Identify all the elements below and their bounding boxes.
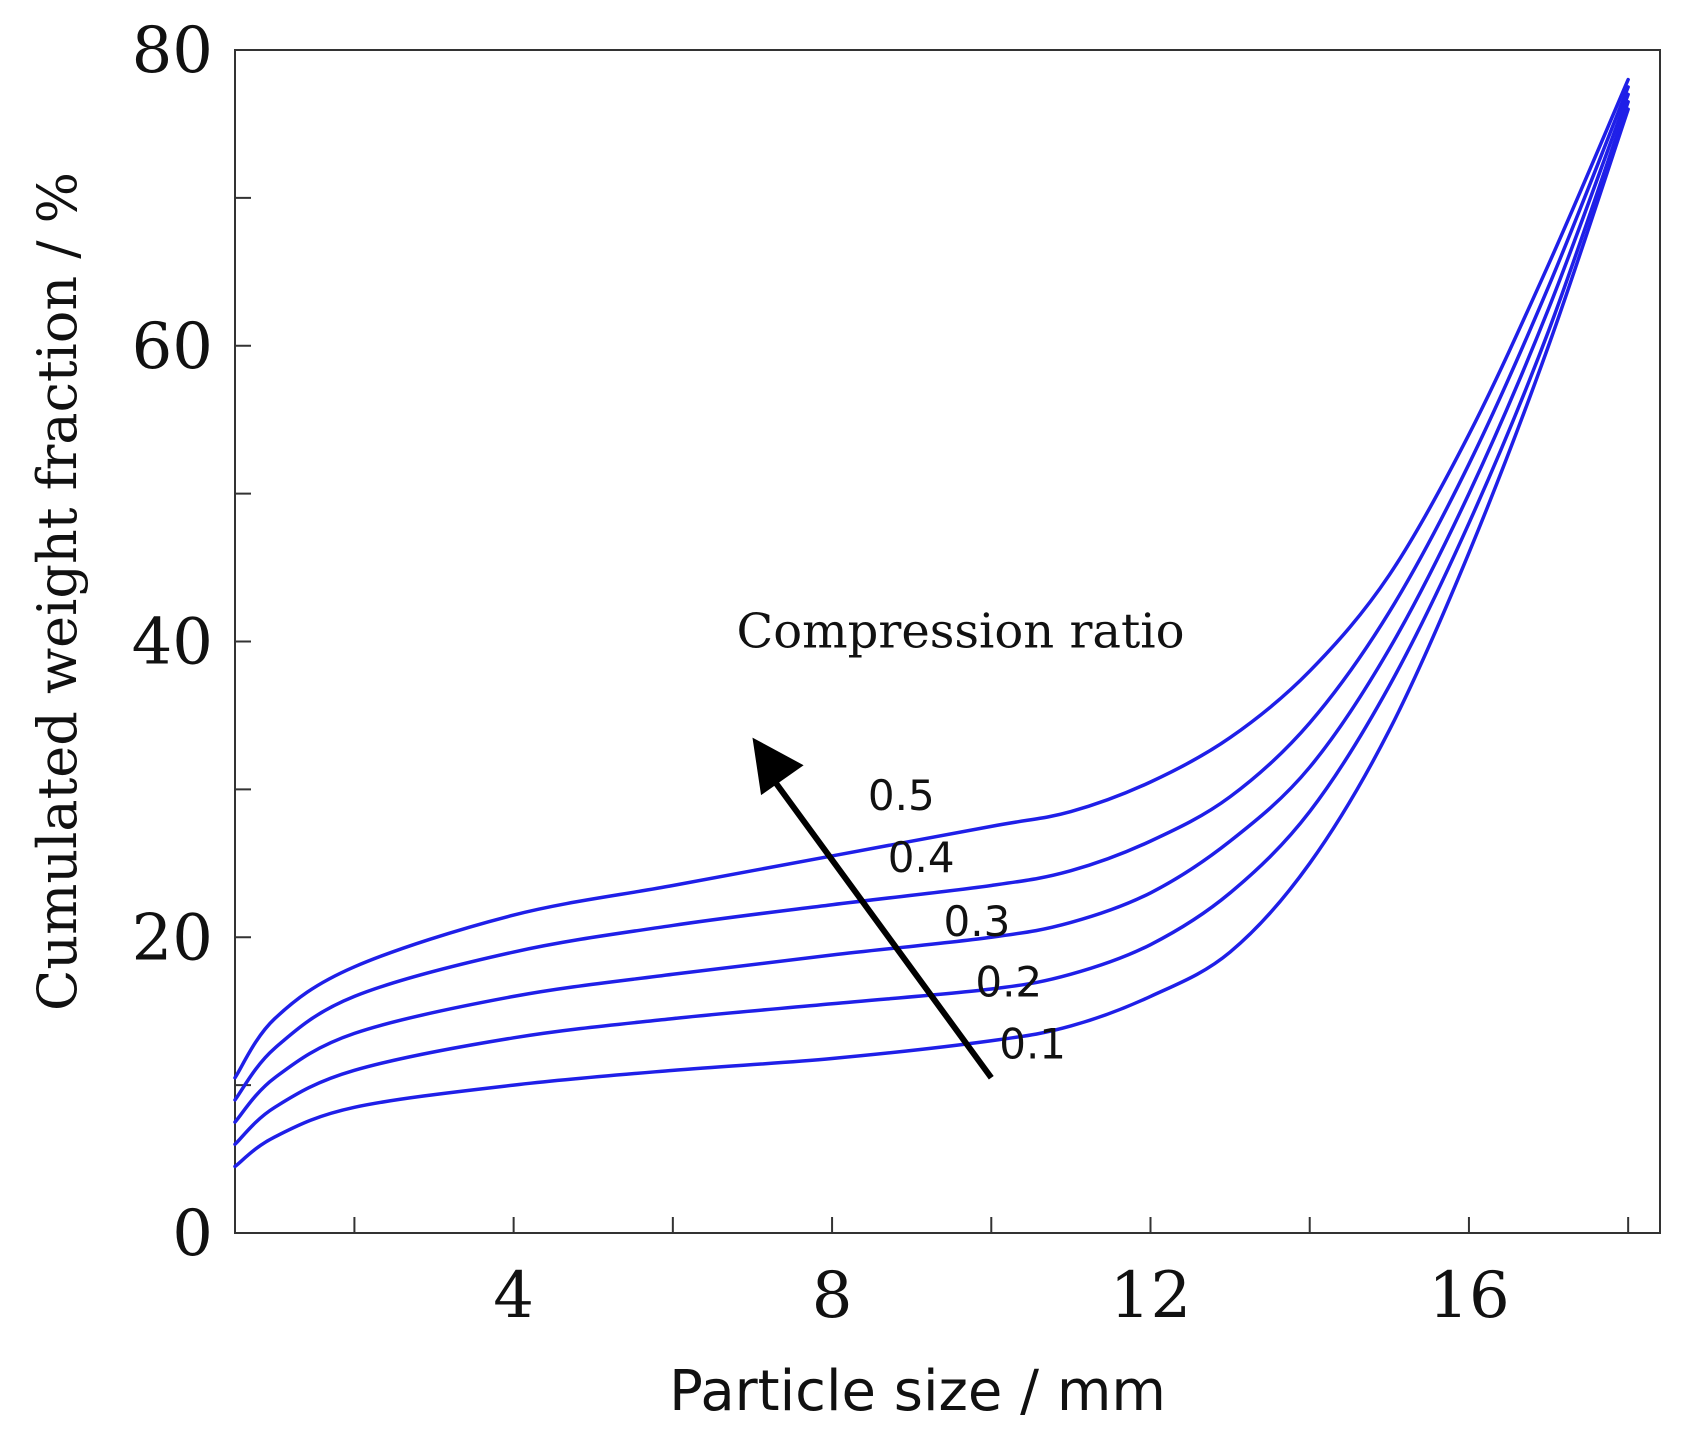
series-label-0.5: 0.5 (868, 771, 935, 820)
compression-ratio-annotation: Compression ratio (737, 603, 1185, 659)
y-tick-label: 0 (172, 1197, 213, 1271)
compression-arrow-shaft (768, 773, 994, 1080)
x-tick-label: 16 (1428, 1259, 1509, 1333)
y-tick-label: 20 (132, 901, 213, 975)
series-line-0.2 (233, 100, 1630, 1147)
x-tick-label: 8 (812, 1259, 853, 1333)
series-line-0.4 (233, 85, 1630, 1102)
y-tick-label: 60 (132, 310, 213, 384)
series-label-0.1: 0.1 (999, 1020, 1066, 1069)
series-label-0.2: 0.2 (975, 957, 1042, 1006)
x-tick-label: 4 (493, 1259, 534, 1333)
series-line-0.5 (233, 77, 1630, 1080)
y-tick-label: 40 (132, 606, 213, 680)
annotations: Compression ratio 0.1 0.2 0.3 0.4 0.5 (737, 603, 1185, 1080)
series-group (233, 77, 1630, 1169)
y-axis-title: Cumulated weight fraction / % (26, 172, 89, 1011)
compression-arrow-head (752, 737, 804, 796)
y-tick-label: 80 (132, 14, 213, 88)
axes: 4 8 12 16 0 20 40 60 80 Particle size / mm Cumulat… (26, 14, 1661, 1424)
x-tick-label: 12 (1110, 1259, 1191, 1333)
x-axis-title: Particle size / mm (669, 1359, 1166, 1424)
series-label-0.3: 0.3 (944, 897, 1011, 946)
series-line-0.3 (233, 92, 1630, 1124)
series-label-0.4: 0.4 (888, 833, 955, 882)
series-line-0.1 (233, 107, 1630, 1169)
